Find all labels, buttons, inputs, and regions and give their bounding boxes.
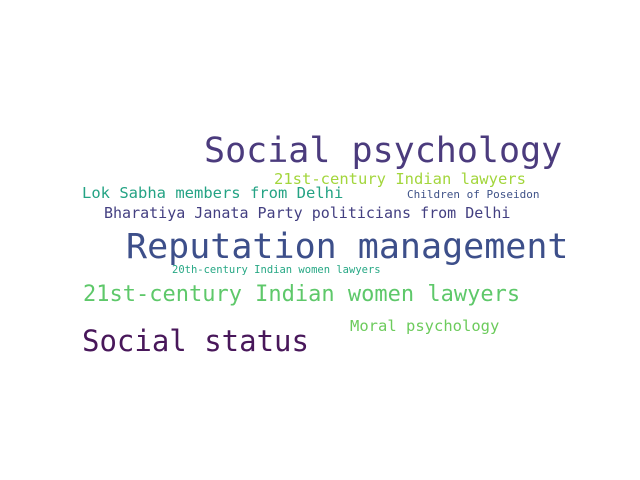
word-children-of-poseidon: Children of Poseidon <box>407 188 540 201</box>
word-reputation-management: Reputation management <box>126 227 569 267</box>
word-21st-century-indian-lawyers: 21st-century Indian lawyers <box>274 170 526 188</box>
word-bjp-politicians-from-delhi: Bharatiya Janata Party politicians from … <box>104 204 511 222</box>
word-social-status: Social status <box>82 324 309 358</box>
word-social-psychology: Social psychology <box>204 131 563 171</box>
word-lok-sabha-members-from-delhi: Lok Sabha members from Delhi <box>82 184 344 202</box>
word-moral-psychology: Moral psychology <box>350 317 500 335</box>
word-20th-century-indian-women-lawyers: 20th-century Indian women lawyers <box>172 264 381 276</box>
word-21st-century-indian-women-lawyers: 21st-century Indian women lawyers <box>83 282 521 307</box>
